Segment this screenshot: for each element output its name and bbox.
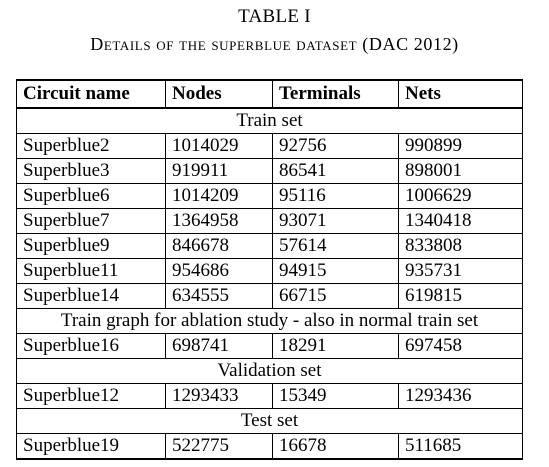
cell-terminals: 94915 [272, 258, 399, 284]
cell-nets: 833808 [398, 233, 523, 259]
table-row: Superblue7 1364958 93071 1340418 [16, 208, 523, 234]
table-label: TABLE I [238, 6, 311, 27]
header-circuit-name: Circuit name [16, 79, 166, 109]
cell-nodes: 1364958 [165, 208, 273, 234]
table-title: Details of the superblue dataset (DAC 20… [90, 34, 459, 54]
cell-circuit-name: Superblue6 [16, 183, 166, 209]
section-row-ablation: Train graph for ablation study - also in… [16, 308, 523, 334]
cell-circuit-name: Superblue19 [16, 433, 166, 460]
header-terminals: Terminals [272, 79, 399, 109]
cell-nets: 1293436 [398, 383, 523, 409]
cell-nets: 511685 [398, 433, 523, 460]
table-row: Superblue3 919911 86541 898001 [16, 158, 523, 184]
cell-nodes: 919911 [165, 158, 273, 184]
cell-nets: 990899 [398, 133, 523, 159]
cell-terminals: 66715 [272, 283, 399, 309]
cell-nodes: 522775 [165, 433, 273, 460]
cell-nodes: 698741 [165, 333, 273, 359]
cell-nodes: 634555 [165, 283, 273, 309]
table-row: Superblue14 634555 66715 619815 [16, 283, 523, 309]
header-nets: Nets [398, 79, 523, 109]
section-label: Test set [16, 408, 523, 434]
cell-circuit-name: Superblue14 [16, 283, 166, 309]
cell-nodes: 1014029 [165, 133, 273, 159]
cell-circuit-name: Superblue3 [16, 158, 166, 184]
cell-terminals: 57614 [272, 233, 399, 259]
cell-circuit-name: Superblue12 [16, 383, 166, 409]
cell-circuit-name: Superblue11 [16, 258, 166, 284]
cell-nets: 1340418 [398, 208, 523, 234]
cell-nodes: 1293433 [165, 383, 273, 409]
cell-terminals: 16678 [272, 433, 399, 460]
cell-nets: 619815 [398, 283, 523, 309]
cell-terminals: 18291 [272, 333, 399, 359]
header-row: Circuit name Nodes Terminals Nets [16, 79, 523, 109]
cell-terminals: 92756 [272, 133, 399, 159]
table-row: Superblue12 1293433 15349 1293436 [16, 383, 523, 409]
header-nodes: Nodes [165, 79, 273, 109]
cell-nodes: 846678 [165, 233, 273, 259]
section-row-train: Train set [16, 107, 523, 134]
table-row: Superblue16 698741 18291 697458 [16, 333, 523, 359]
cell-circuit-name: Superblue9 [16, 233, 166, 259]
cell-nodes: 1014209 [165, 183, 273, 209]
table-row: Superblue11 954686 94915 935731 [16, 258, 523, 284]
cell-nodes: 954686 [165, 258, 273, 284]
cell-terminals: 86541 [272, 158, 399, 184]
table-row: Superblue9 846678 57614 833808 [16, 233, 523, 259]
table-row: Superblue19 522775 16678 511685 [16, 433, 523, 460]
cell-terminals: 93071 [272, 208, 399, 234]
section-row-validation: Validation set [16, 358, 523, 384]
cell-terminals: 95116 [272, 183, 399, 209]
section-label: Train graph for ablation study - also in… [16, 308, 523, 334]
section-label: Train set [16, 107, 523, 134]
table-row: Superblue2 1014029 92756 990899 [16, 133, 523, 159]
section-row-test: Test set [16, 408, 523, 434]
cell-circuit-name: Superblue7 [16, 208, 166, 234]
cell-circuit-name: Superblue16 [16, 333, 166, 359]
dataset-table: Circuit name Nodes Terminals Nets Train … [16, 79, 523, 460]
table-row: Superblue6 1014209 95116 1006629 [16, 183, 523, 209]
cell-nets: 898001 [398, 158, 523, 184]
cell-nets: 697458 [398, 333, 523, 359]
cell-circuit-name: Superblue2 [16, 133, 166, 159]
cell-terminals: 15349 [272, 383, 399, 409]
cell-nets: 935731 [398, 258, 523, 284]
cell-nets: 1006629 [398, 183, 523, 209]
section-label: Validation set [16, 358, 523, 384]
